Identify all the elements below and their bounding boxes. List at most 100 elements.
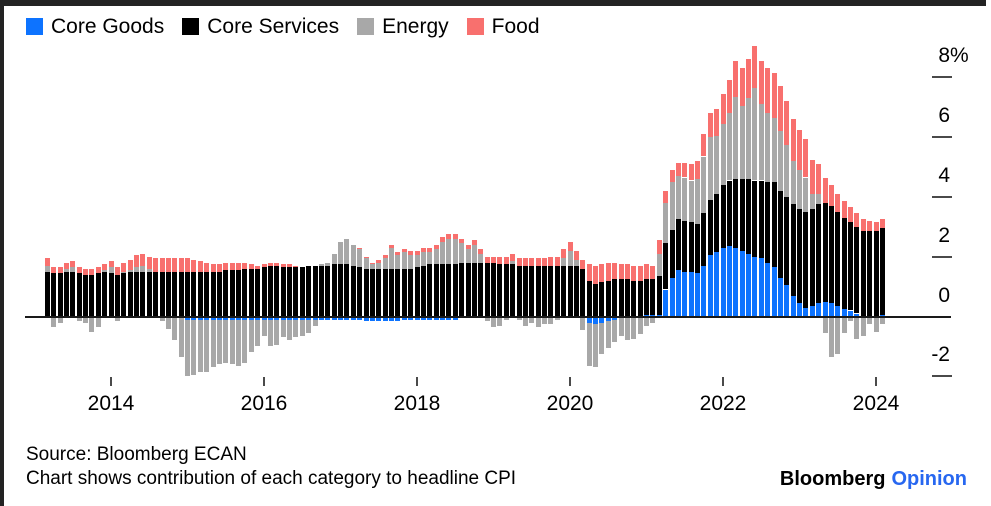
bar-core-goods [376,316,381,321]
bar-core-goods [689,271,694,317]
bar-food [230,262,235,271]
bar-core-goods [395,316,400,321]
bar-core-services [364,268,369,317]
bar-core-services [440,264,445,317]
x-axis-tick [569,377,571,386]
bar-core-services [306,265,311,317]
bar-energy [695,179,700,224]
bar-core-goods [759,258,764,317]
brand-bloomberg: Bloomberg [779,468,886,490]
bar-core-services [102,271,107,317]
bar-core-services [185,271,190,317]
bar-food [835,193,840,212]
bar-food [491,256,496,263]
bar-energy [453,238,458,265]
bar-energy [765,113,770,182]
bar-core-services [217,271,222,317]
bar-energy [701,156,706,214]
y-axis-tick-label: 2 [938,223,950,247]
bar-core-services [842,217,847,309]
bar-food [166,258,171,272]
bar-core-goods [364,316,369,321]
bar-core-goods [453,316,458,320]
bar-core-goods [191,316,196,320]
bar-food [593,265,598,284]
bar-food [427,247,432,253]
bar-food [638,265,643,281]
bar-core-services [45,271,50,317]
bar-energy [217,319,222,365]
bar-core-services [765,182,770,263]
bar-food [102,264,107,271]
zero-axis-line [25,315,951,318]
bar-core-services [523,265,528,317]
bar-food [497,256,502,265]
bar-core-services [574,265,579,317]
bar-energy [529,318,534,323]
bar-food [823,177,828,203]
bar-core-services [153,271,158,317]
bar-food [383,255,388,259]
bar-core-services [727,180,732,247]
bar-energy [721,123,726,185]
bar-core-goods [434,316,439,320]
bar-food [472,240,477,245]
bar-core-services [670,229,675,278]
bar-food [262,264,267,268]
bar-food [625,264,630,280]
y-axis-tick-label: 6 [938,104,950,128]
bar-core-services [109,273,114,317]
bar-energy [708,137,713,200]
bar-energy [434,249,439,265]
bar-energy [612,319,617,342]
bar-energy [733,96,738,179]
bar-food [134,255,139,268]
bar-food [536,258,541,266]
bar-core-goods [344,316,349,320]
bar-energy [383,258,388,269]
bar-energy [242,319,247,363]
bar-food [606,262,611,281]
y-axis-tick [932,195,952,198]
bar-core-services [529,265,534,317]
x-axis-year-label: 2024 [852,392,900,415]
bar-core-services [612,279,617,317]
bar-food [70,261,75,268]
bar-core-services [561,265,566,317]
bar-core-services [568,265,573,317]
bar-core-goods [803,307,808,317]
bar-core-services [848,222,853,311]
bar-core-goods [306,316,311,320]
bar-energy [797,170,802,209]
bar-energy [670,182,675,230]
bar-core-services [376,268,381,317]
bar-energy [370,264,375,269]
bar-core-goods [421,316,426,320]
bar-core-services [733,179,738,248]
bar-core-goods [427,316,432,320]
bar-energy [778,131,783,191]
bar-core-services [287,267,292,317]
bar-energy [510,261,515,265]
bar-energy [389,247,394,269]
bar-core-goods [746,253,751,317]
bar-core-goods [593,316,598,324]
bar-food [191,259,196,272]
bar-food [115,267,120,275]
bar-food [816,164,821,194]
bar-core-services [504,264,509,317]
bar-core-goods [255,316,260,320]
bar-core-services [759,180,764,259]
bar-food [548,256,553,266]
bar-food [415,250,420,256]
bar-core-goods [606,316,611,321]
bar-food [854,213,859,227]
bar-food [485,256,490,263]
bar-energy [121,271,126,274]
brand-opinion: Opinion [891,468,967,490]
x-axis-tick [722,377,724,386]
bar-core-services [485,262,490,317]
bar-food [523,258,528,266]
bar-food [727,80,732,114]
bar-energy [332,253,337,265]
